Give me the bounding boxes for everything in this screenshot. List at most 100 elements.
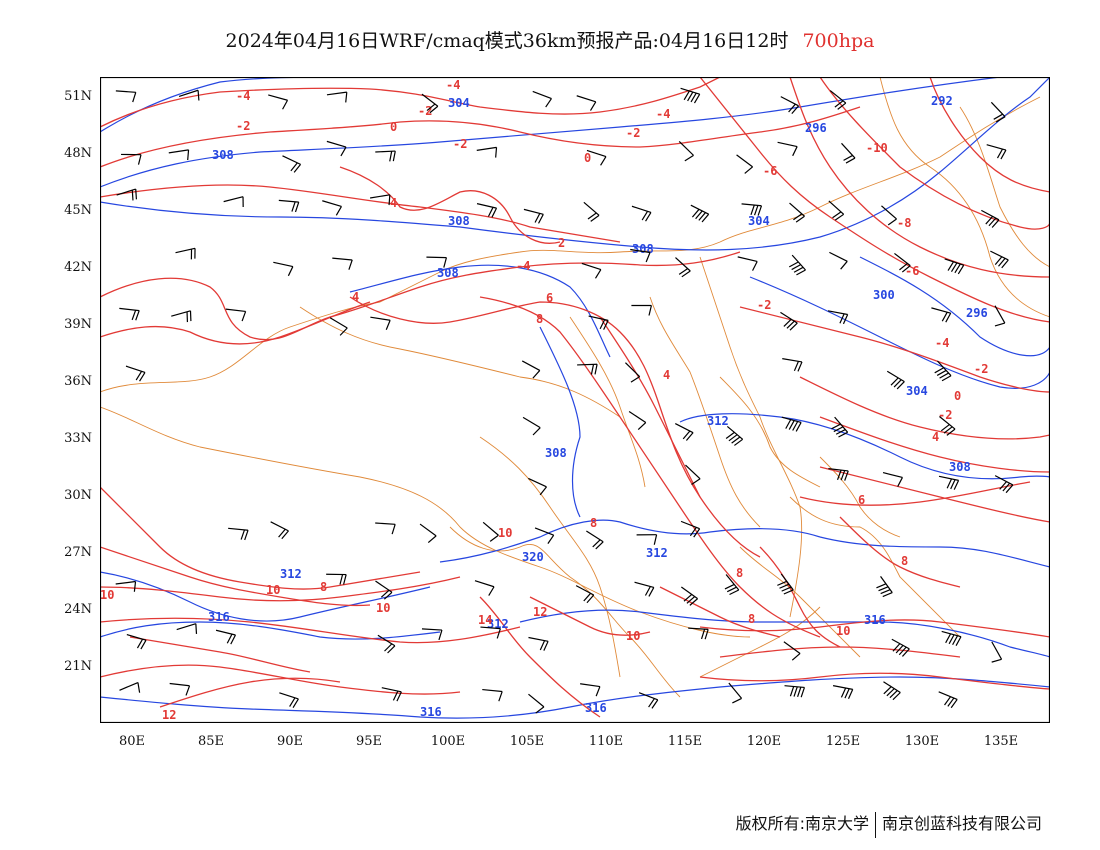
svg-text:0: 0 (584, 151, 591, 165)
wind-barb-feather (726, 586, 737, 593)
lat-label: 36N (64, 374, 92, 389)
svg-text:8: 8 (590, 516, 597, 530)
wind-barb-feather (683, 90, 690, 101)
wind-barb-shaft (171, 310, 191, 317)
wind-barb-shaft (777, 141, 798, 148)
wind-barb-feather (389, 151, 393, 162)
wind-barb-feather (878, 586, 889, 592)
wind-barb-shaft (678, 140, 694, 156)
svg-text:-4: -4 (446, 78, 460, 92)
wind-barb-shaft (178, 89, 199, 98)
lon-label: 120E (746, 734, 782, 749)
wind-barb-feather (797, 361, 803, 372)
wind-barb-shaft (588, 315, 609, 321)
wind-barb-feather (896, 381, 905, 390)
wind-barb-feather (590, 364, 595, 375)
wind-barb-shaft (638, 692, 658, 701)
wind-barb-feather (788, 261, 799, 268)
wind-barb-shaft (326, 140, 347, 148)
wind-barb-feather (843, 154, 853, 161)
svg-text:-4: -4 (935, 336, 949, 350)
wind-barb-shaft (421, 93, 439, 107)
wind-barb-shaft (782, 358, 803, 363)
lon-label: 115E (667, 734, 703, 749)
svg-text:0: 0 (390, 120, 397, 134)
lat-label: 24N (64, 602, 92, 617)
wind-barb-feather (291, 201, 296, 212)
wind-barb-feather (589, 101, 597, 111)
wind-barb-feather (944, 696, 952, 706)
wind-barb-feather (701, 213, 710, 223)
svg-text:312: 312 (280, 567, 302, 581)
lon-label: 110E (588, 734, 624, 749)
svg-text:308: 308 (632, 242, 654, 256)
lon-label: 95E (355, 734, 383, 749)
wind-barb-shaft (690, 204, 709, 215)
svg-text:308: 308 (212, 148, 234, 162)
wind-barb-shaft (583, 201, 600, 216)
svg-text:296: 296 (805, 121, 827, 135)
wind-barb-feather (348, 259, 353, 270)
wind-barb-feather (495, 147, 498, 158)
wind-barb-feather (952, 635, 959, 646)
svg-text:-6: -6 (763, 164, 777, 178)
wind-barb-shaft (680, 520, 700, 530)
wind-barb-shaft (728, 682, 743, 699)
wind-barb-feather (940, 424, 950, 432)
wind-barb-shaft (169, 682, 190, 687)
wind-barb-feather (385, 320, 391, 330)
wind-barb-shaft (119, 681, 139, 691)
lat-label: 48N (64, 146, 92, 161)
svg-text:4: 4 (390, 196, 397, 210)
wind-barb-feather (842, 314, 849, 325)
wind-barb-shaft (941, 630, 962, 638)
wind-barb-shaft (990, 250, 1009, 261)
wind-barb-shaft (625, 362, 641, 378)
wind-barb-feather (947, 261, 954, 271)
wind-barb-shaft (986, 144, 1007, 151)
wind-barb-feather (795, 215, 805, 223)
wind-barb-feather (687, 91, 694, 102)
wind-barb-feather (791, 264, 801, 271)
wind-barb-feather (392, 150, 396, 162)
wind-barb-feather (538, 214, 544, 224)
wind-barb-shaft (115, 90, 136, 93)
svg-text:312: 312 (646, 546, 668, 560)
svg-text:2: 2 (558, 236, 565, 250)
lat-label: 51N (64, 89, 92, 104)
wind-barb-shaft (894, 252, 911, 267)
wind-barb-feather (728, 434, 738, 442)
wind-barb-feather (847, 689, 854, 699)
wind-barb-feather (948, 634, 955, 645)
wind-barb-shaft (377, 634, 396, 647)
svg-text:304: 304 (448, 96, 470, 110)
temperature-labels: -4 -4 -2 -4 -2 0 -2 -2 0 -10 -6 4 -8 2 -… (100, 78, 988, 722)
wind-barb-shaft (125, 365, 146, 373)
wind-barb-feather (543, 641, 549, 651)
wind-barb-feather (1005, 484, 1014, 494)
svg-text:-2: -2 (626, 126, 640, 140)
svg-text:-2: -2 (757, 298, 771, 312)
wind-barb-feather (489, 534, 499, 542)
wind-barb-feather (845, 157, 856, 164)
wind-barb-feather (384, 643, 393, 652)
wind-barb-feather (833, 426, 844, 433)
wind-barb-feather (882, 592, 893, 598)
wind-barb-feather (339, 327, 348, 336)
wind-barb-shaft (279, 692, 299, 700)
wind-barb-feather (887, 218, 897, 226)
wind-barb-feather (294, 201, 300, 213)
wind-barb-feather (590, 214, 600, 222)
wind-barb-shaft (268, 94, 288, 101)
lat-label: 42N (64, 260, 92, 275)
svg-text:10: 10 (266, 583, 280, 597)
wind-barb-shaft (674, 423, 694, 434)
wind-barb-shaft (991, 641, 1003, 660)
wind-barb-feather (781, 586, 792, 592)
wind-barb-feather (892, 643, 901, 652)
wind-barb-feather (391, 524, 396, 535)
wind-barb-feather (278, 528, 286, 538)
svg-text:308: 308 (949, 460, 971, 474)
wind-barb-shaft (726, 425, 744, 440)
wind-barb-feather (387, 645, 396, 654)
